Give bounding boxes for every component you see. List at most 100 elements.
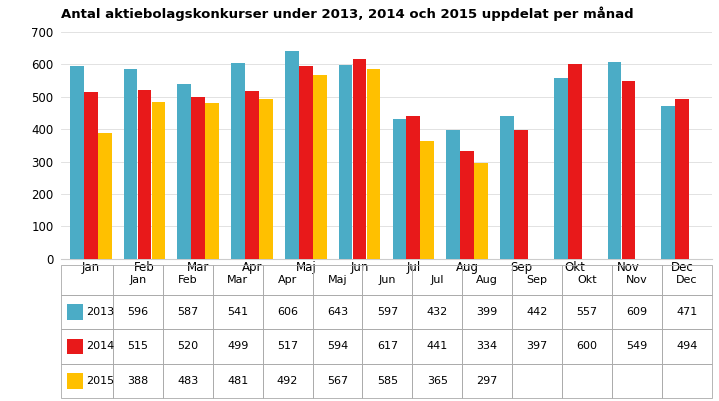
Text: 334: 334	[477, 341, 498, 351]
Bar	[232, 63, 245, 259]
Bar	[61, 329, 113, 364]
Bar	[413, 295, 462, 329]
Bar	[152, 102, 165, 259]
Text: 609: 609	[626, 307, 648, 317]
Text: Nov: Nov	[626, 275, 648, 285]
Bar	[406, 116, 420, 259]
Bar	[662, 364, 712, 398]
Bar	[562, 364, 612, 398]
Bar	[622, 81, 636, 259]
Text: Feb: Feb	[178, 275, 198, 285]
Bar	[113, 295, 162, 329]
Bar	[413, 364, 462, 398]
Bar	[262, 265, 313, 295]
Bar	[612, 265, 662, 295]
Bar	[554, 78, 567, 259]
Bar	[462, 364, 512, 398]
Bar	[245, 91, 259, 259]
Bar	[512, 329, 562, 364]
Text: 494: 494	[676, 341, 697, 351]
Text: 600: 600	[577, 341, 597, 351]
Text: 606: 606	[277, 307, 298, 317]
Bar	[213, 295, 262, 329]
Text: 492: 492	[277, 376, 298, 386]
Bar	[562, 329, 612, 364]
Bar	[313, 364, 362, 398]
Bar	[662, 265, 712, 295]
Bar	[61, 265, 113, 295]
Text: 585: 585	[377, 376, 398, 386]
Bar	[362, 265, 413, 295]
Text: 365: 365	[427, 376, 448, 386]
Text: 517: 517	[277, 341, 298, 351]
Bar	[67, 304, 83, 320]
Bar	[113, 329, 162, 364]
Bar	[512, 265, 562, 295]
Bar	[262, 364, 313, 398]
Bar	[61, 295, 113, 329]
Bar	[562, 265, 612, 295]
Bar	[61, 364, 113, 398]
Text: 541: 541	[227, 307, 248, 317]
Bar	[362, 364, 413, 398]
Bar	[67, 373, 83, 389]
Bar	[367, 69, 380, 259]
Text: 297: 297	[477, 376, 498, 386]
Bar	[285, 51, 298, 259]
Bar	[162, 329, 213, 364]
Bar	[568, 65, 582, 259]
Bar	[362, 329, 413, 364]
Bar	[460, 150, 474, 259]
Bar	[462, 329, 512, 364]
Bar	[313, 265, 362, 295]
Text: Jun: Jun	[379, 275, 396, 285]
Text: 481: 481	[227, 376, 248, 386]
Bar	[462, 295, 512, 329]
Text: 549: 549	[626, 341, 648, 351]
Bar	[514, 130, 528, 259]
Text: 471: 471	[677, 307, 697, 317]
Text: 441: 441	[426, 341, 448, 351]
Bar	[84, 92, 98, 259]
Text: Mar: Mar	[227, 275, 248, 285]
Text: Sep: Sep	[526, 275, 548, 285]
Bar	[562, 295, 612, 329]
Text: 483: 483	[177, 376, 198, 386]
Bar	[206, 103, 219, 259]
Bar	[213, 265, 262, 295]
Bar	[421, 140, 434, 259]
Bar	[259, 99, 273, 259]
Text: 520: 520	[177, 341, 198, 351]
Bar	[162, 364, 213, 398]
Bar	[339, 65, 352, 259]
Bar	[362, 295, 413, 329]
Bar	[661, 106, 675, 259]
Text: Antal aktiebolagskonkurser under 2013, 2014 och 2015 uppdelat per månad: Antal aktiebolagskonkurser under 2013, 2…	[61, 6, 633, 20]
Text: 397: 397	[526, 341, 548, 351]
Text: 567: 567	[327, 376, 348, 386]
Bar	[124, 69, 137, 259]
Text: 597: 597	[377, 307, 398, 317]
Text: 643: 643	[327, 307, 348, 317]
Bar	[313, 329, 362, 364]
Text: 432: 432	[426, 307, 448, 317]
Text: 499: 499	[227, 341, 248, 351]
Bar	[191, 97, 205, 259]
Bar	[313, 295, 362, 329]
Bar	[612, 295, 662, 329]
Bar	[393, 119, 406, 259]
Bar	[512, 364, 562, 398]
Text: Apr: Apr	[278, 275, 297, 285]
Bar	[262, 295, 313, 329]
Text: 596: 596	[127, 307, 148, 317]
Text: 2013: 2013	[86, 307, 114, 317]
Bar	[608, 61, 621, 259]
Bar	[612, 329, 662, 364]
Text: 442: 442	[526, 307, 548, 317]
Bar	[262, 329, 313, 364]
Bar	[67, 339, 83, 354]
Bar	[475, 162, 488, 259]
Text: 594: 594	[327, 341, 348, 351]
Bar	[313, 75, 326, 259]
Bar	[137, 90, 151, 259]
